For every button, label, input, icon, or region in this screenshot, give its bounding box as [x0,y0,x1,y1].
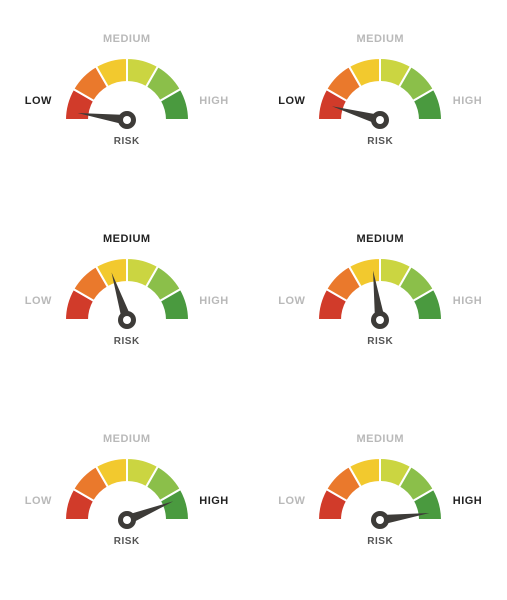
gauge-cell: MEDIUM LOW HIGH RISK [254,200,507,400]
label-medium: MEDIUM [356,433,404,445]
needle-hub-inner [123,516,131,524]
label-low: LOW [278,295,305,307]
risk-gauge: MEDIUM LOW HIGH RISK [280,25,480,175]
risk-gauge: MEDIUM LOW HIGH RISK [280,425,480,575]
label-medium: MEDIUM [356,233,404,245]
label-medium: MEDIUM [103,433,151,445]
gauge-cell: MEDIUM LOW HIGH RISK [254,0,507,200]
needle-hub-inner [123,316,131,324]
label-low: LOW [25,295,52,307]
gauge-cell: MEDIUM LOW HIGH RISK [0,200,254,400]
needle-hub-inner [376,316,384,324]
needle-hub-inner [376,116,384,124]
label-low: LOW [25,95,52,107]
label-bottom: RISK [367,136,393,147]
label-low: LOW [278,495,305,507]
label-high: HIGH [199,95,229,107]
label-medium: MEDIUM [103,33,151,45]
label-bottom: RISK [114,336,140,347]
gauge-cell: MEDIUM LOW HIGH RISK [0,0,254,200]
label-bottom: RISK [367,336,393,347]
label-low: LOW [278,95,305,107]
label-high: HIGH [199,495,229,507]
label-medium: MEDIUM [356,33,404,45]
risk-gauge: MEDIUM LOW HIGH RISK [27,225,227,375]
gauge-cell: MEDIUM LOW HIGH RISK [254,400,507,600]
risk-gauge: MEDIUM LOW HIGH RISK [27,25,227,175]
label-medium: MEDIUM [103,233,151,245]
needle-hub-inner [123,116,131,124]
page: MEDIUMLOWHIGHRISKMEDIUMLOWHIGHRISKMEDIUM… [0,0,507,600]
label-high: HIGH [453,95,483,107]
needle-hub-inner [376,516,384,524]
label-high: HIGH [453,495,483,507]
gauge-grid: MEDIUMLOWHIGHRISKMEDIUMLOWHIGHRISKMEDIUM… [0,0,507,600]
label-low: LOW [25,495,52,507]
label-bottom: RISK [367,536,393,547]
risk-gauge: MEDIUM LOW HIGH RISK [280,225,480,375]
label-bottom: RISK [114,536,140,547]
label-high: HIGH [453,295,483,307]
gauge-cell: MEDIUM LOW HIGH RISK [0,400,254,600]
label-bottom: RISK [114,136,140,147]
label-high: HIGH [199,295,229,307]
risk-gauge: MEDIUM LOW HIGH RISK [27,425,227,575]
